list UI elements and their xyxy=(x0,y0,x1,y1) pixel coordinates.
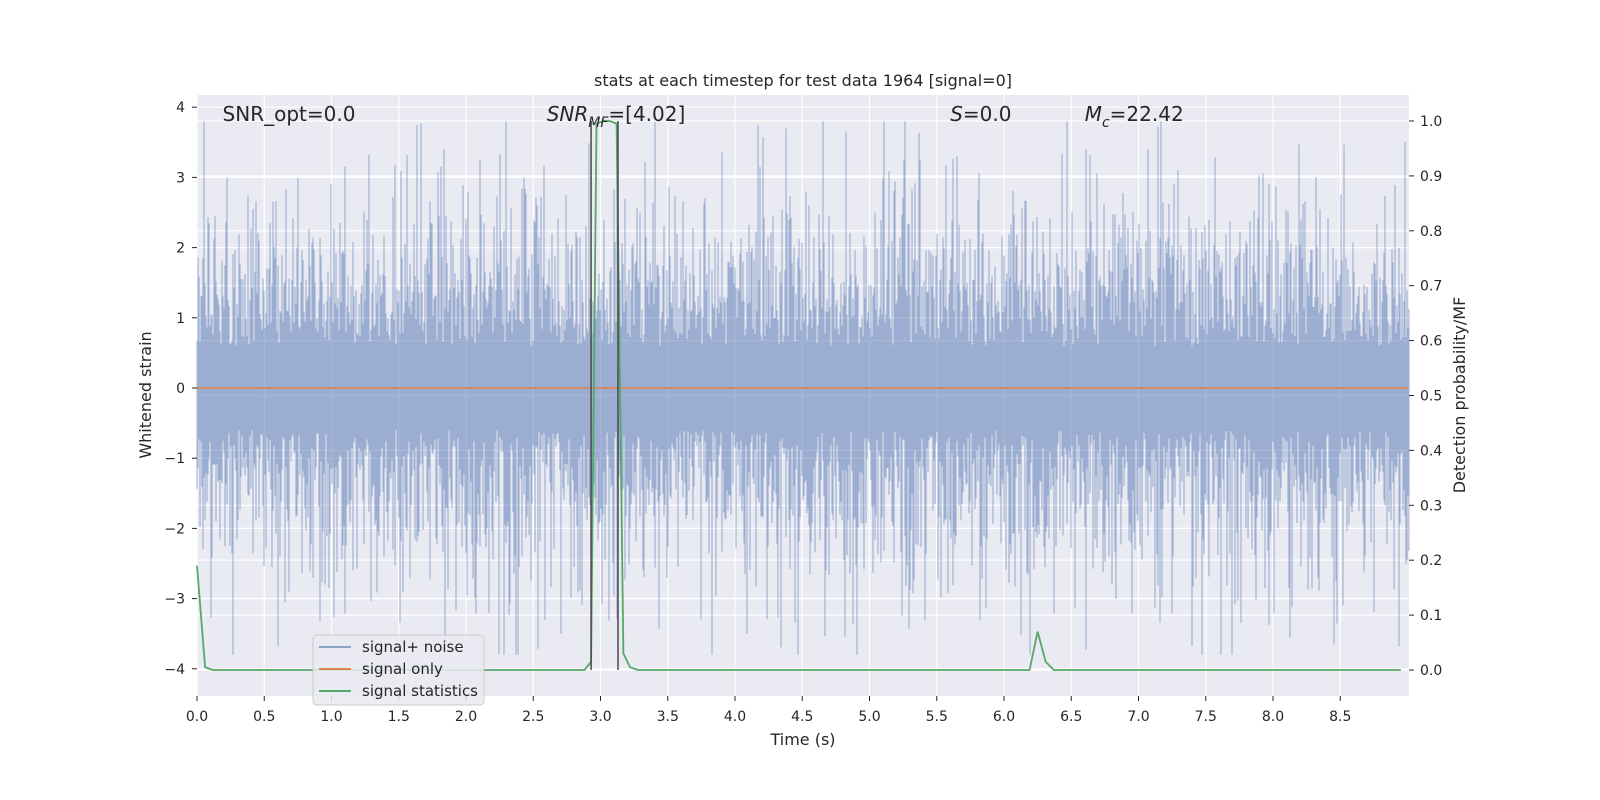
x-tick-label: 4.5 xyxy=(791,709,813,725)
x-tick-label: 6.0 xyxy=(993,709,1015,725)
y-left-tick-label: 3 xyxy=(176,170,185,186)
y-left-tick-label: −1 xyxy=(164,451,185,467)
x-tick-label: 8.5 xyxy=(1329,709,1351,725)
y-right-tick-label: 0.3 xyxy=(1420,498,1442,514)
chart-title: stats at each timestep for test data 196… xyxy=(594,71,1012,90)
annotation-snr-mf: SNRMF=[4.02] xyxy=(547,102,686,131)
x-tick-label: 6.5 xyxy=(1060,709,1082,725)
y-right-tick-label: 0.1 xyxy=(1420,608,1442,624)
y-left-tick-label: 4 xyxy=(176,100,185,116)
annotation-s-stat: S=0.0 xyxy=(950,102,1011,126)
x-tick-label: 7.0 xyxy=(1127,709,1149,725)
y-axis-label-right: Detection probability/MF xyxy=(1450,297,1469,494)
y-ticks-right: 0.0 0.1 0.2 0.3 0.4 0.5 0.6 0.7 0.8 0.9 1.0 xyxy=(1409,114,1442,679)
x-tick-label: 2.0 xyxy=(455,709,477,725)
x-tick-label: 1.5 xyxy=(388,709,410,725)
y-right-tick-label: 0.9 xyxy=(1420,169,1442,185)
y-left-tick-label: 2 xyxy=(176,241,185,257)
x-axis-label: Time (s) xyxy=(769,730,835,749)
legend: signal+ noise signal only signal statistic… xyxy=(312,634,485,706)
legend-entry: signal+ noise xyxy=(362,638,464,656)
x-tick-label: 3.5 xyxy=(657,709,679,725)
annotation-snr-opt: SNR_opt=0.0 xyxy=(223,102,356,126)
legend-box xyxy=(312,634,485,706)
noise-trace xyxy=(196,121,1410,655)
legend-entry: signal statistics xyxy=(362,682,478,700)
y-left-tick-label: −4 xyxy=(164,662,185,678)
x-tick-label: 4.0 xyxy=(724,709,746,725)
x-tick-label: 8.0 xyxy=(1262,709,1284,725)
x-tick-label: 5.0 xyxy=(858,709,880,725)
y-left-tick-label: 1 xyxy=(176,311,185,327)
legend-entry: signal only xyxy=(362,660,443,678)
annotations: SNR_opt=0.0 SNRMF=[4.02] S=0.0 Mc=22.42 xyxy=(223,102,1184,131)
series-signal-plus-noise xyxy=(196,121,1410,655)
annotation-mc: Mc=22.42 xyxy=(1085,102,1184,131)
x-ticks: 0.0 0.5 1.0 1.5 2.0 2.5 3.0 3.5 4.0 4.5 5.0 5.5 6.0 6… xyxy=(186,696,1351,725)
y-right-tick-label: 1.0 xyxy=(1420,114,1442,130)
x-tick-label: 0.5 xyxy=(253,709,275,725)
y-right-tick-label: 0.5 xyxy=(1420,389,1442,405)
x-tick-label: 1.0 xyxy=(320,709,342,725)
x-tick-label: 0.0 xyxy=(186,709,208,725)
x-tick-label: 7.5 xyxy=(1195,709,1217,725)
y-right-tick-label: 0.2 xyxy=(1420,553,1442,569)
y-left-tick-label: −2 xyxy=(164,521,185,537)
x-tick-label: 3.0 xyxy=(589,709,611,725)
y-right-tick-label: 0.7 xyxy=(1420,279,1442,295)
y-left-tick-label: −3 xyxy=(164,592,185,608)
x-tick-label: 5.5 xyxy=(926,709,948,725)
y-right-tick-label: 0.4 xyxy=(1420,443,1442,459)
x-tick-label: 2.5 xyxy=(522,709,544,725)
y-left-tick-label: 0 xyxy=(176,381,185,397)
y-right-tick-label: 0.0 xyxy=(1420,663,1442,679)
y-axis-label-left: Whitened strain xyxy=(136,331,155,458)
y-right-tick-label: 0.8 xyxy=(1420,224,1442,240)
y-right-tick-label: 0.6 xyxy=(1420,334,1442,350)
y-ticks-left: −4 −3 −2 −1 0 1 2 3 4 xyxy=(164,100,197,678)
